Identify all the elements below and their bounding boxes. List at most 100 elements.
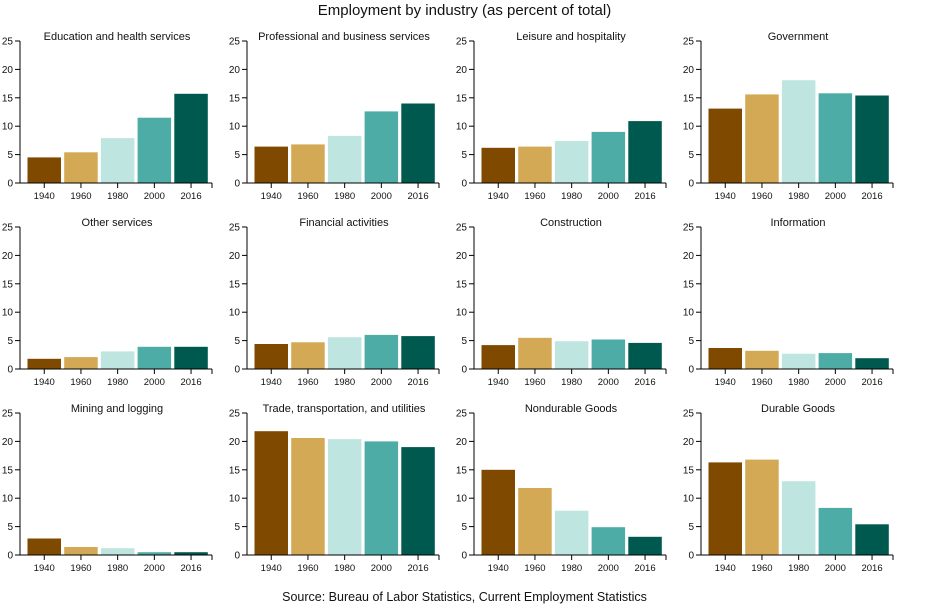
- y-tick-label: 0: [234, 365, 240, 376]
- x-tick-label: 2000: [825, 191, 846, 202]
- y-tick-label: 25: [229, 409, 241, 420]
- x-tick-label: 2016: [634, 191, 655, 202]
- y-tick-label: 5: [7, 150, 13, 161]
- bar-2016: [855, 524, 889, 555]
- y-tick-label: 0: [461, 365, 467, 376]
- y-tick-label: 10: [456, 308, 468, 319]
- y-tick-label: 20: [456, 437, 468, 448]
- y-tick-label: 15: [229, 93, 241, 104]
- bar-1980: [327, 135, 362, 183]
- bar-2016: [628, 536, 662, 555]
- bar-1960: [291, 438, 325, 555]
- y-tick-label: 5: [7, 336, 13, 347]
- bar-1940: [481, 345, 515, 369]
- y-tick-label: 25: [456, 223, 468, 234]
- bar-1980: [554, 341, 589, 369]
- x-tick-label: 1960: [751, 563, 772, 574]
- x-tick-label: 1980: [561, 191, 582, 202]
- x-tick-label: 1980: [107, 563, 128, 574]
- y-tick-label: 0: [7, 551, 13, 562]
- y-tick-label: 0: [234, 551, 240, 562]
- bar-1960: [518, 337, 552, 369]
- y-tick-label: 20: [456, 65, 468, 76]
- y-tick-label: 20: [229, 437, 241, 448]
- y-tick-label: 25: [2, 409, 14, 420]
- y-tick-label: 15: [683, 465, 695, 476]
- x-tick-label: 1960: [70, 563, 91, 574]
- x-tick-label: 2016: [180, 377, 201, 388]
- bar-2000: [137, 117, 172, 183]
- bar-1940: [708, 348, 742, 369]
- y-tick-label: 5: [461, 522, 467, 533]
- x-tick-label: 1960: [751, 191, 772, 202]
- bar-1960: [64, 152, 98, 183]
- y-tick-label: 15: [2, 279, 14, 290]
- chart-title: Employment by industry (as percent of to…: [317, 2, 612, 19]
- y-tick-label: 5: [7, 522, 13, 533]
- bar-1980: [781, 80, 816, 183]
- panel-7: Information 0 5 10 15 20 25 1940 1960 1980 2000 201…: [683, 217, 894, 388]
- x-tick-label: 2000: [144, 191, 165, 202]
- bar-1960: [64, 357, 98, 369]
- y-tick-label: 20: [229, 65, 241, 76]
- panel-0: Education and health services 0 5 10 15 20 25 1…: [2, 31, 213, 202]
- bar-1940: [254, 431, 288, 555]
- y-tick-label: 10: [456, 494, 468, 505]
- y-tick-label: 25: [683, 223, 695, 234]
- y-tick-label: 0: [688, 365, 694, 376]
- x-tick-label: 2000: [371, 563, 392, 574]
- bar-2016: [855, 358, 889, 369]
- x-tick-label: 1980: [788, 563, 809, 574]
- panel-1: Professional and business services 0 5 10 15…: [229, 31, 440, 202]
- x-tick-label: 2016: [180, 563, 201, 574]
- x-tick-label: 1960: [297, 191, 318, 202]
- bar-1960: [291, 342, 325, 369]
- x-tick-label: 1940: [715, 377, 736, 388]
- bar-1980: [554, 510, 589, 555]
- bar-1960: [745, 94, 779, 183]
- bar-2000: [137, 552, 172, 555]
- x-tick-label: 2016: [861, 191, 882, 202]
- panel-title: Durable Goods: [761, 403, 835, 415]
- x-tick-label: 2016: [180, 191, 201, 202]
- panel-10: Nondurable Goods 0 5 10 15 20 25 1940 1960 1980 20…: [456, 403, 667, 574]
- x-tick-label: 2000: [144, 563, 165, 574]
- x-tick-label: 2016: [407, 563, 428, 574]
- bar-1940: [27, 538, 61, 555]
- x-tick-label: 2000: [371, 377, 392, 388]
- y-tick-label: 0: [688, 551, 694, 562]
- y-tick-label: 5: [688, 150, 694, 161]
- x-tick-label: 1980: [788, 377, 809, 388]
- y-tick-label: 25: [683, 37, 695, 48]
- bar-1980: [100, 351, 135, 369]
- panel-6: Construction 0 5 10 15 20 25 1940 1960 1980 2000 20…: [456, 217, 667, 388]
- bar-2000: [591, 527, 626, 555]
- panel-title: Mining and logging: [71, 403, 163, 415]
- y-tick-label: 10: [683, 122, 695, 133]
- y-tick-label: 0: [234, 179, 240, 190]
- bar-1960: [64, 547, 98, 555]
- x-tick-label: 2000: [144, 377, 165, 388]
- x-tick-label: 2016: [407, 377, 428, 388]
- x-tick-label: 1940: [34, 563, 55, 574]
- y-tick-label: 25: [2, 37, 14, 48]
- panel-4: Other services 0 5 10 15 20 25 1940 1960 1980 2000…: [2, 217, 213, 388]
- bar-1980: [100, 138, 135, 183]
- bar-2000: [364, 334, 399, 369]
- x-tick-label: 1960: [70, 377, 91, 388]
- bar-1960: [518, 146, 552, 183]
- y-tick-label: 20: [2, 437, 14, 448]
- x-tick-label: 1940: [34, 191, 55, 202]
- y-tick-label: 20: [456, 251, 468, 262]
- y-tick-label: 15: [456, 279, 468, 290]
- panel-9: Trade, transportation, and utilities 0 5 10…: [229, 403, 440, 574]
- panel-title: Trade, transportation, and utilities: [263, 403, 426, 415]
- bar-2016: [401, 447, 435, 555]
- bar-2000: [818, 93, 853, 183]
- panel-5: Financial activities 0 5 10 15 20 25 1940 1960 19…: [229, 217, 440, 388]
- panel-title: Leisure and hospitality: [516, 31, 626, 43]
- bar-1940: [481, 147, 515, 183]
- panel-title: Professional and business services: [258, 31, 430, 43]
- x-tick-label: 2000: [598, 563, 619, 574]
- bar-1940: [708, 462, 742, 555]
